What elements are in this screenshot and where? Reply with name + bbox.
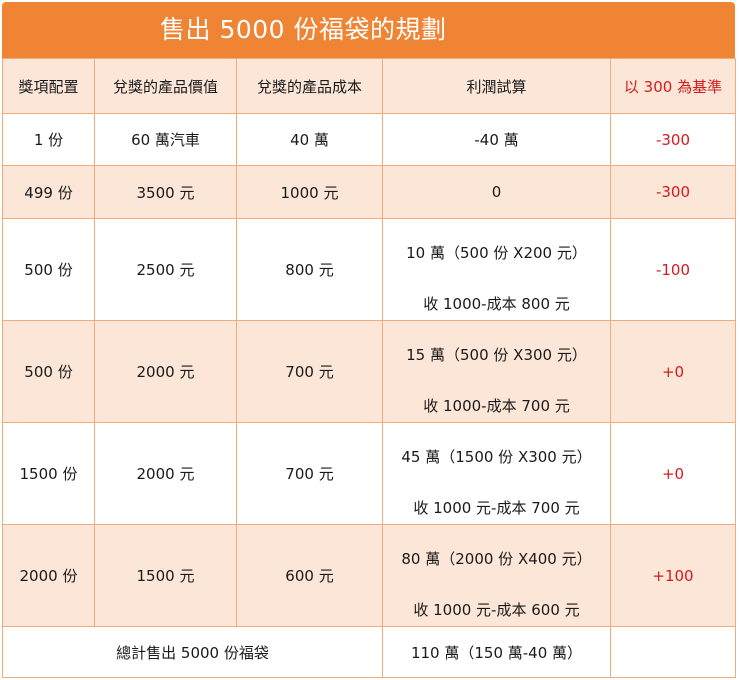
- cost-cell: 1000 元: [236, 165, 383, 219]
- table-row: 1 份 60 萬汽車 40 萬 -40 萬 -300: [2, 113, 736, 166]
- table-row: 1500 份 2000 元 700 元 45 萬（1500 份 X300 元） …: [2, 422, 736, 525]
- profit-line: 收 1000 元-成本 700 元: [413, 498, 580, 517]
- value-cell: 2000 元: [94, 422, 237, 525]
- profit-cell: 10 萬（500 份 X200 元） 收 1000-成本 800 元: [382, 218, 611, 321]
- plan-table: 獎項配置 兌獎的產品價值 兌獎的產品成本 利潤試算 以 300 為基準 1 份 …: [2, 58, 736, 678]
- profit-cell: 45 萬（1500 份 X300 元） 收 1000 元-成本 700 元: [382, 422, 611, 525]
- value-cell: 2500 元: [94, 218, 237, 321]
- profit-line: 45 萬（1500 份 X300 元）: [401, 447, 592, 466]
- base-cell: +100: [610, 524, 736, 627]
- qty-cell: 1 份: [2, 113, 95, 166]
- table-row: 500 份 2000 元 700 元 15 萬（500 份 X300 元） 收 …: [2, 320, 736, 423]
- profit-cell: 0: [382, 165, 611, 219]
- header-cell-qty: 獎項配置: [2, 58, 95, 114]
- qty-cell: 1500 份: [2, 422, 95, 525]
- header-row: 獎項配置 兌獎的產品價值 兌獎的產品成本 利潤試算 以 300 為基準: [2, 58, 736, 114]
- cost-cell: 800 元: [236, 218, 383, 321]
- base-cell: -300: [610, 165, 736, 219]
- value-cell: 60 萬汽車: [94, 113, 237, 166]
- qty-cell: 2000 份: [2, 524, 95, 627]
- qty-cell: 499 份: [2, 165, 95, 219]
- table-row: 500 份 2500 元 800 元 10 萬（500 份 X200 元） 收 …: [2, 218, 736, 321]
- base-cell: +0: [610, 422, 736, 525]
- profit-cell: -40 萬: [382, 113, 611, 166]
- value-cell: 1500 元: [94, 524, 237, 627]
- cost-cell: 700 元: [236, 320, 383, 423]
- page-title: 售出 5000 份福袋的規劃: [160, 15, 447, 44]
- header-cell-profit: 利潤試算: [382, 58, 611, 114]
- profit-line: 15 萬（500 份 X300 元）: [406, 345, 587, 364]
- profit-line: 10 萬（500 份 X200 元）: [406, 243, 587, 262]
- total-base: [610, 626, 736, 678]
- table-row: 499 份 3500 元 1000 元 0 -300: [2, 165, 736, 219]
- cost-cell: 700 元: [236, 422, 383, 525]
- table-row: 2000 份 1500 元 600 元 80 萬（2000 份 X400 元） …: [2, 524, 736, 627]
- header-cell-value: 兌獎的產品價值: [94, 58, 237, 114]
- value-cell: 3500 元: [94, 165, 237, 219]
- profit-line: 收 1000-成本 800 元: [423, 294, 570, 313]
- total-row: 總計售出 5000 份福袋 110 萬（150 萬-40 萬）: [2, 626, 736, 678]
- qty-cell: 500 份: [2, 320, 95, 423]
- header-cell-cost: 兌獎的產品成本: [236, 58, 383, 114]
- header-cell-base: 以 300 為基準: [610, 58, 736, 114]
- total-label: 總計售出 5000 份福袋: [2, 626, 383, 678]
- profit-cell: 15 萬（500 份 X300 元） 收 1000-成本 700 元: [382, 320, 611, 423]
- title-bar: 售出 5000 份福袋的規劃: [2, 2, 735, 58]
- base-cell: +0: [610, 320, 736, 423]
- profit-line: 收 1000-成本 700 元: [423, 396, 570, 415]
- profit-line: 收 1000 元-成本 600 元: [413, 600, 580, 619]
- cost-cell: 40 萬: [236, 113, 383, 166]
- value-cell: 2000 元: [94, 320, 237, 423]
- base-cell: -100: [610, 218, 736, 321]
- cost-cell: 600 元: [236, 524, 383, 627]
- base-cell: -300: [610, 113, 736, 166]
- total-profit: 110 萬（150 萬-40 萬）: [382, 626, 611, 678]
- profit-line: 80 萬（2000 份 X400 元）: [401, 549, 592, 568]
- qty-cell: 500 份: [2, 218, 95, 321]
- profit-cell: 80 萬（2000 份 X400 元） 收 1000 元-成本 600 元: [382, 524, 611, 627]
